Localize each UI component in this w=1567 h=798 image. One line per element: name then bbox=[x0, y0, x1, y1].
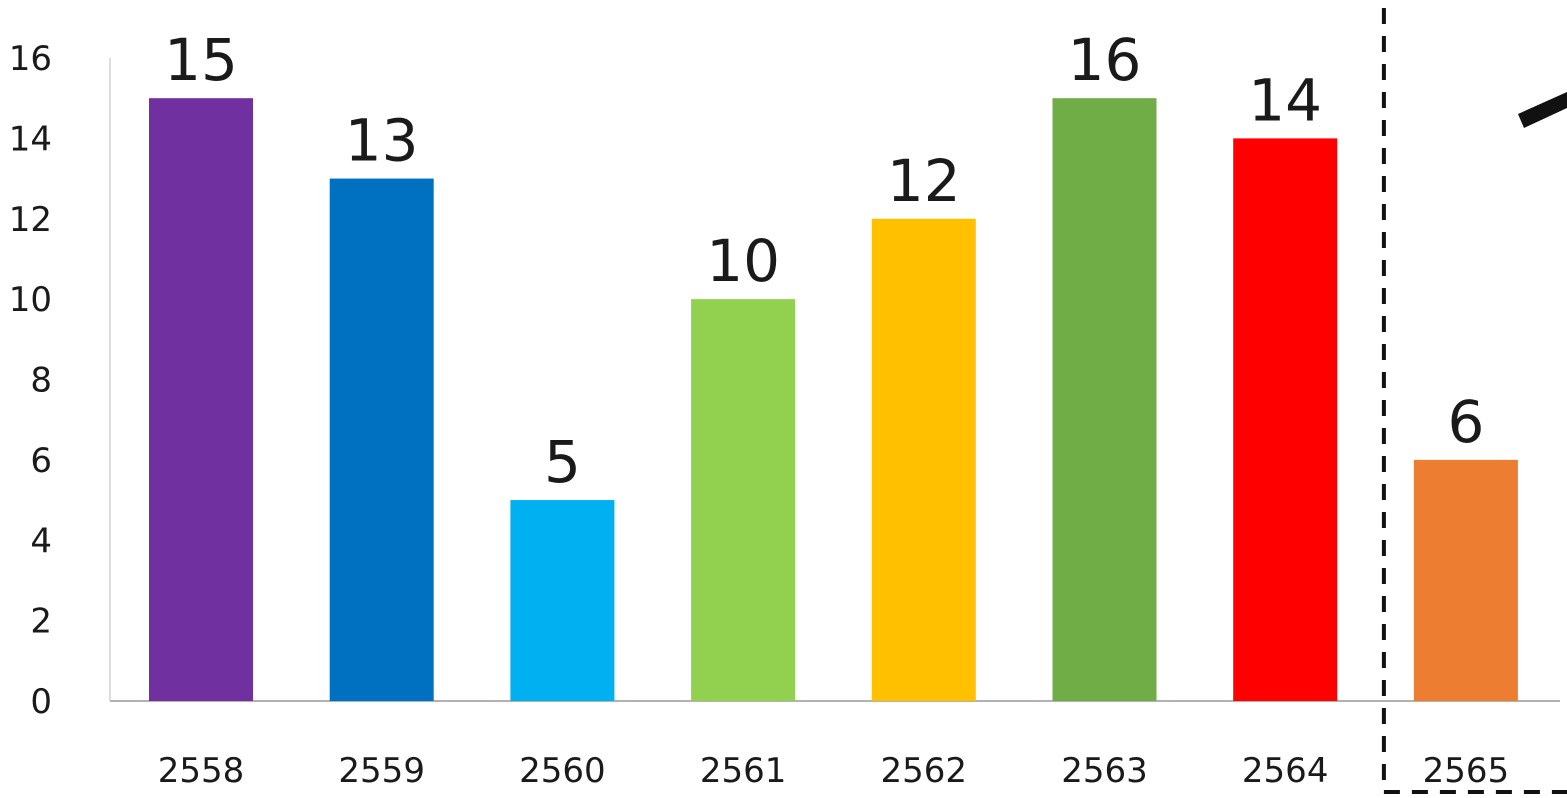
data-labels-group: 15 13 5 10 12 16 14 6 bbox=[164, 26, 1484, 496]
category-label-2559: 2559 bbox=[338, 751, 425, 791]
y-tick-label: 10 bbox=[9, 280, 52, 320]
data-label-2560: 5 bbox=[544, 428, 581, 496]
data-label-2565: 6 bbox=[1447, 388, 1484, 456]
data-label-2564: 14 bbox=[1248, 66, 1322, 134]
category-labels-group: 2558 2559 2560 2561 2562 2563 2564 2565 bbox=[158, 751, 1509, 791]
bar-2562 bbox=[871, 218, 976, 701]
data-label-2558: 15 bbox=[164, 26, 238, 94]
bar-2565 bbox=[1413, 459, 1518, 701]
bar-2559 bbox=[329, 178, 434, 701]
category-label-2558: 2558 bbox=[158, 751, 245, 791]
y-axis-ticks: 0 2 4 6 8 10 12 14 16 bbox=[9, 39, 52, 722]
y-tick-label: 2 bbox=[30, 602, 52, 642]
category-label-2562: 2562 bbox=[881, 751, 968, 791]
data-label-2563: 16 bbox=[1068, 26, 1142, 94]
y-tick-label: 8 bbox=[30, 361, 52, 401]
bar-2558 bbox=[149, 98, 253, 701]
y-tick-label: 16 bbox=[9, 39, 52, 79]
bars-group bbox=[149, 98, 1518, 701]
category-label-2561: 2561 bbox=[700, 751, 787, 791]
y-tick-label: 14 bbox=[9, 119, 52, 159]
data-label-2562: 12 bbox=[887, 147, 961, 215]
category-label-2565: 2565 bbox=[1423, 751, 1510, 791]
data-label-2559: 13 bbox=[345, 107, 419, 175]
category-label-2564: 2564 bbox=[1242, 751, 1329, 791]
y-tick-label: 6 bbox=[30, 441, 52, 481]
bar-2564 bbox=[1233, 138, 1338, 701]
y-tick-label: 4 bbox=[30, 521, 52, 561]
highlight-dashed-box bbox=[1381, 8, 1567, 794]
data-label-2561: 10 bbox=[706, 227, 780, 295]
pointer-arrow-stroke bbox=[1518, 92, 1567, 128]
bar-2561 bbox=[691, 299, 796, 701]
bar-2563 bbox=[1052, 98, 1157, 701]
category-label-2563: 2563 bbox=[1061, 751, 1148, 791]
y-tick-label: 0 bbox=[30, 682, 52, 722]
bar-2560 bbox=[510, 500, 615, 701]
y-tick-label: 12 bbox=[9, 200, 52, 240]
category-label-2560: 2560 bbox=[519, 751, 606, 791]
